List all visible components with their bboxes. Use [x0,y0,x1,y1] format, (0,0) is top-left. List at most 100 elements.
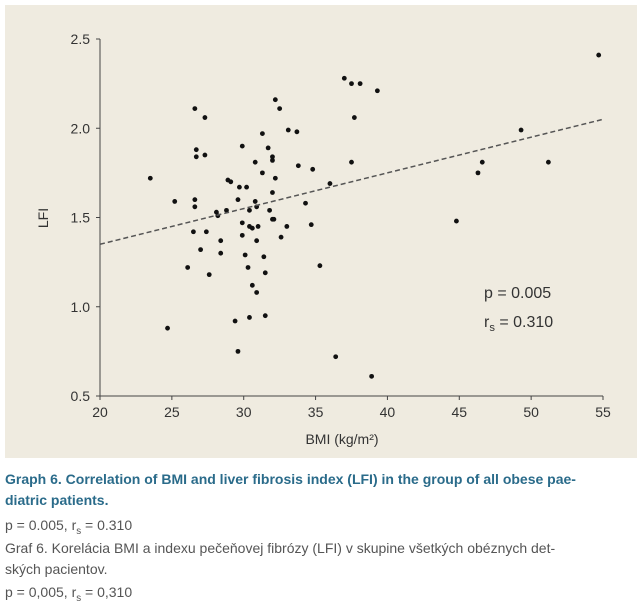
point [317,263,323,269]
point [596,52,602,58]
point [272,175,278,181]
point [284,224,290,229]
point [454,218,459,224]
point [193,147,199,153]
y-tick-label: 0.5 [71,388,91,404]
x-tick-label: 25 [164,404,180,420]
subscript: s [76,593,81,604]
text-part: = 0,310 [81,584,132,600]
point [172,199,178,204]
point [235,348,241,354]
point [278,234,284,240]
point [262,313,268,319]
point [185,265,191,270]
point [252,159,258,165]
point [218,238,224,244]
text-part: r [72,517,77,533]
x-tick-label: 50 [523,404,539,420]
point [294,129,300,135]
x-tick-label: 30 [236,404,252,420]
annotation: p = 0.005 [484,285,551,302]
point [239,143,245,149]
point [232,318,238,324]
point [218,250,224,256]
point [285,127,291,133]
text-part: = 0.310 [81,517,132,533]
point [255,224,261,229]
point [327,181,333,186]
point [247,315,252,320]
x-tick-label: 40 [380,404,396,420]
point [374,88,380,94]
point [262,270,268,276]
point [202,152,208,158]
point [369,373,375,379]
annotation: rs = 0.310 [484,314,553,334]
point [271,216,277,222]
caption-translation: ských pacientov. [5,561,107,577]
text-part: p = 0,005, [5,584,72,600]
point [245,265,251,270]
point [202,115,208,120]
point [270,190,275,195]
point [270,154,275,160]
x-tick-label: 55 [595,404,611,420]
point [254,290,260,295]
point [192,197,198,203]
subscript: s [489,322,495,334]
point [247,207,252,213]
point [518,127,524,133]
point [357,81,363,87]
point [235,197,241,203]
point [237,184,242,190]
caption-title: Graph 6. Correlation of BMI and liver fi… [5,471,576,487]
x-tick-label: 20 [92,404,108,420]
y-tick-label: 1.5 [71,210,91,226]
text-part: p = 0.005, [5,517,72,533]
chart-background [5,5,637,458]
point [475,170,481,176]
point [191,229,196,235]
text-part: r [484,314,490,331]
point [267,207,272,213]
point [249,282,255,288]
caption-translation: Graf 6. Korelácia BMI a indexu pečeňovej… [5,540,555,556]
x-tick-label: 45 [451,404,467,420]
point [147,175,153,181]
point [228,179,234,185]
point [349,81,354,87]
point [239,232,245,238]
text-part: r [72,584,77,600]
caption-stats: p = 0,005, rs = 0,310 [5,584,132,604]
point [277,106,283,112]
point [272,97,278,103]
x-axis-label: BMI (kg/m²) [305,431,378,447]
point [351,115,357,120]
point [206,272,212,278]
y-tick-label: 1.0 [71,299,91,315]
point [198,247,204,253]
y-tick-label: 2.5 [71,31,91,47]
point [259,131,265,137]
point [349,159,354,165]
point [303,200,308,206]
point [545,159,551,165]
point [254,238,260,244]
point [333,354,339,360]
y-axis-label: LFI [35,208,51,228]
y-tick-label: 2.0 [71,120,91,136]
point [244,184,249,190]
point [341,75,347,81]
point [308,222,314,228]
point [270,157,275,163]
subscript: s [76,526,81,537]
point [261,254,267,260]
trend-line [99,118,604,246]
point [239,220,245,226]
point [242,252,248,258]
point [259,170,265,176]
point [192,204,198,210]
point [479,159,485,165]
